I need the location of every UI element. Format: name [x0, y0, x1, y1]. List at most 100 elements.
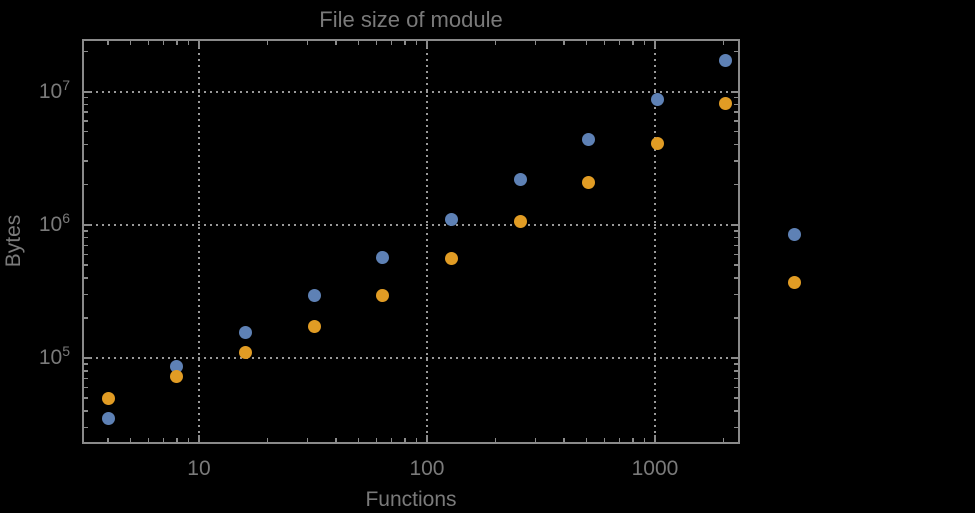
plot-frame — [82, 39, 740, 444]
x-major-tick-top — [197, 41, 200, 48]
x-minor-tick — [147, 438, 150, 442]
y-minor-tick — [84, 410, 88, 412]
gridline-y-1e6 — [84, 223, 738, 226]
x-minor-tick-top — [147, 41, 150, 45]
data-point-series-1-blue — [444, 212, 458, 226]
x-minor-tick-top — [603, 41, 606, 45]
x-minor-tick — [107, 438, 109, 442]
x-minor-tick-top — [415, 41, 418, 45]
y-minor-tick-right — [734, 96, 738, 99]
x-minor-tick — [176, 438, 178, 442]
chart-title: File size of module — [319, 7, 503, 32]
x-minor-tick-top — [107, 41, 109, 45]
data-point-series-1-blue — [582, 133, 596, 147]
y-minor-tick-right — [734, 293, 738, 296]
y-minor-tick-right — [734, 130, 738, 133]
gridline-x-100 — [425, 41, 428, 442]
y-minor-tick-right — [734, 386, 738, 389]
y-minor-tick — [84, 363, 88, 365]
x-minor-tick-top — [129, 41, 132, 45]
x-tick-label: 1000 — [631, 457, 679, 480]
y-minor-tick — [84, 111, 88, 113]
y-minor-tick — [84, 183, 88, 186]
data-point-series-1-blue — [719, 54, 733, 68]
data-point-series-2-orange — [307, 320, 321, 334]
y-major-tick — [84, 223, 91, 226]
y-minor-tick — [84, 317, 88, 319]
x-minor-tick — [618, 438, 621, 442]
y-minor-tick-right — [734, 120, 738, 122]
data-point-series-1-blue — [788, 228, 802, 242]
y-minor-tick-right — [734, 253, 738, 256]
y-major-tick-right — [731, 90, 738, 93]
data-point-series-1-blue — [650, 93, 664, 107]
data-point-series-1-blue — [238, 326, 252, 340]
y-minor-tick-right — [734, 230, 738, 232]
y-minor-tick — [84, 426, 88, 429]
y-minor-tick-right — [734, 317, 738, 319]
y-minor-tick-right — [734, 160, 738, 162]
data-point-series-2-orange — [719, 96, 733, 110]
data-point-series-2-orange — [788, 276, 802, 290]
x-minor-tick-top — [390, 41, 393, 45]
y-minor-tick — [84, 264, 88, 266]
x-tick-label: 10 — [187, 457, 211, 480]
x-minor-tick — [722, 438, 725, 442]
y-minor-tick — [84, 253, 88, 256]
y-minor-tick — [84, 236, 88, 239]
x-minor-tick-top — [632, 41, 634, 45]
y-minor-tick-right — [734, 103, 738, 106]
data-point-series-1-blue — [513, 172, 527, 186]
y-major-tick-right — [731, 223, 738, 226]
x-minor-tick-top — [722, 41, 725, 45]
x-minor-tick — [603, 438, 606, 442]
x-minor-tick — [585, 438, 588, 442]
data-point-series-2-orange — [238, 345, 252, 359]
x-minor-tick — [563, 438, 565, 442]
x-tick-label: 100 — [409, 457, 445, 480]
data-point-series-1-blue — [376, 251, 390, 265]
y-minor-tick-right — [734, 236, 738, 239]
x-major-tick — [197, 435, 200, 442]
y-minor-tick-right — [734, 426, 738, 429]
x-minor-tick-top — [306, 41, 309, 45]
x-minor-tick-top — [534, 41, 537, 45]
gridline-y-1e7 — [84, 90, 738, 93]
y-minor-tick — [84, 370, 88, 372]
x-minor-tick — [643, 438, 646, 442]
x-major-tick — [425, 435, 428, 442]
y-minor-tick — [84, 293, 88, 296]
y-tick-label: 107 — [38, 76, 70, 103]
y-minor-tick-right — [734, 183, 738, 186]
y-minor-tick-right — [734, 111, 738, 113]
x-minor-tick-top — [266, 41, 269, 45]
x-major-tick-top — [653, 41, 656, 48]
y-major-tick — [84, 90, 91, 93]
data-point-series-1-blue — [307, 289, 321, 303]
data-point-series-2-orange — [444, 252, 458, 266]
x-minor-tick — [534, 438, 537, 442]
y-minor-tick — [84, 143, 88, 146]
x-minor-tick-top — [643, 41, 646, 45]
x-minor-tick — [129, 438, 132, 442]
y-minor-tick-right — [734, 397, 738, 399]
y-minor-tick — [84, 277, 88, 279]
x-minor-tick — [415, 438, 418, 442]
y-major-tick — [84, 356, 91, 359]
y-minor-tick-right — [734, 244, 738, 247]
y-minor-tick-right — [734, 410, 738, 412]
x-minor-tick-top — [187, 41, 190, 45]
y-minor-tick — [84, 130, 88, 133]
x-minor-tick-top — [585, 41, 588, 45]
y-axis-label: Bytes — [2, 214, 25, 268]
data-point-series-2-orange — [170, 369, 184, 383]
x-minor-tick-top — [162, 41, 165, 45]
x-minor-tick-top — [494, 41, 497, 45]
y-minor-tick-right — [734, 377, 738, 380]
gridline-y-1e5 — [84, 356, 738, 359]
y-minor-tick-right — [734, 370, 738, 372]
y-minor-tick — [84, 160, 88, 162]
y-minor-tick — [84, 397, 88, 399]
data-point-series-2-orange — [376, 289, 390, 303]
